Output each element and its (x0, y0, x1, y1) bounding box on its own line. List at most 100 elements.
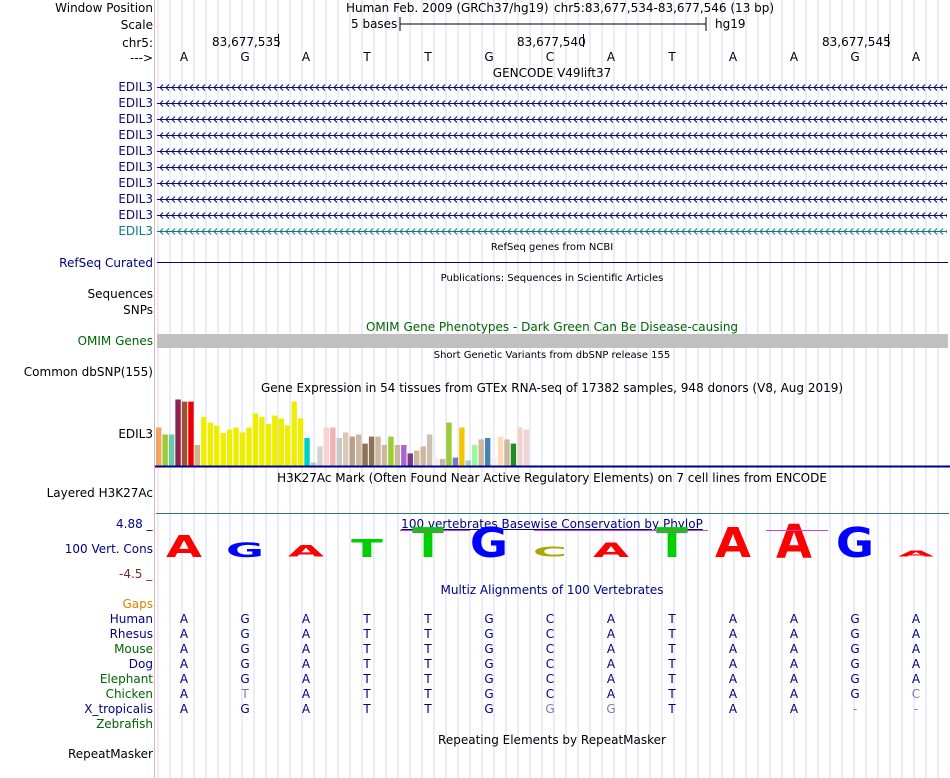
gencode-transcript-intron[interactable] (157, 99, 947, 108)
gencode-transcript-label[interactable]: EDIL3 (118, 128, 153, 142)
gencode-transcript-intron[interactable] (157, 83, 947, 92)
dbsnp-label[interactable]: Common dbSNP(155) (23, 365, 153, 379)
multiz-aligned-base: - (852, 702, 858, 716)
multiz-aligned-base: C (545, 687, 555, 701)
gencode-transcript-label[interactable]: EDIL3 (118, 144, 153, 158)
gencode-transcript-intron[interactable] (157, 147, 947, 156)
gtex-tissue-bar (504, 439, 510, 466)
phylop-base-score[interactable]: G (225, 539, 265, 562)
multiz-species-label[interactable]: Dog (128, 657, 153, 671)
multiz-aligned-base: A (789, 642, 799, 656)
sequence-base: A (179, 50, 189, 64)
omim-feature[interactable] (157, 334, 948, 348)
phylop-base-score[interactable]: C (532, 543, 568, 560)
multiz-species-label[interactable]: Elephant (99, 672, 153, 686)
gaps-label[interactable]: Gaps (122, 597, 153, 611)
phylop-label[interactable]: 100 Vert. Cons (64, 542, 153, 556)
gtex-tissue-bar (375, 436, 381, 466)
phylop-base-score[interactable]: T (351, 534, 383, 564)
phylop-base-score[interactable]: G (835, 519, 875, 568)
multiz-aligned-base: C (911, 687, 921, 701)
gtex-tissue-bar (317, 446, 323, 466)
snps-label[interactable]: SNPs (123, 303, 153, 317)
phylop-base-score[interactable]: A (776, 515, 812, 570)
gencode-transcript-label[interactable]: EDIL3 (118, 208, 153, 222)
gtex-tissue-bar (168, 434, 175, 466)
gencode-transcript-label[interactable]: EDIL3 (118, 80, 153, 94)
multiz-aligned-base: A (606, 612, 616, 626)
gtex-tissue-bar (201, 417, 207, 466)
strand-label: ---> (129, 51, 153, 65)
refseq-track-title[interactable]: RefSeq genes from NCBI (490, 242, 614, 253)
phylop-base-score[interactable]: A (288, 541, 324, 561)
multiz-aligned-base: A (911, 627, 921, 641)
gtex-track-title[interactable]: Gene Expression in 54 tissues from GTEx … (260, 381, 844, 395)
multiz-aligned-base: G (545, 702, 555, 716)
sequence-base: A (789, 50, 799, 64)
multiz-aligned-base: T (363, 687, 371, 701)
gtex-tissue-bar (259, 417, 265, 466)
sequence-base: G (850, 50, 860, 64)
gtex-tissue-bar (362, 443, 368, 466)
phylop-base-score[interactable]: A (898, 548, 934, 559)
refseq-feature[interactable] (157, 262, 948, 263)
gtex-bar-chart[interactable] (155, 394, 950, 469)
multiz-aligned-base: A (789, 672, 799, 686)
multiz-species-label[interactable]: Human (109, 612, 153, 626)
gtex-tissue-bar (233, 427, 239, 466)
gencode-transcript-label[interactable]: EDIL3 (118, 160, 153, 174)
multiz-aligned-base: T (424, 702, 432, 716)
multiz-aligned-base: G (484, 627, 494, 641)
multiz-aligned-base: A (179, 627, 189, 641)
multiz-species-label[interactable]: Zebrafish (96, 717, 153, 731)
phylop-highlight (766, 530, 828, 531)
gencode-transcript-intron[interactable] (157, 115, 947, 124)
gtex-tissue-bar (181, 401, 188, 466)
multiz-aligned-base: C (545, 657, 555, 671)
gencode-transcript-label[interactable]: EDIL3 (118, 192, 153, 206)
publications-track-title[interactable]: Publications: Sequences in Scientific Ar… (440, 273, 664, 284)
multiz-track-title[interactable]: Multiz Alignments of 100 Vertebrates (440, 583, 664, 597)
gtex-tissue-bar (285, 425, 291, 466)
gencode-transcript-label[interactable]: EDIL3 (118, 224, 153, 238)
phylop-ymin: -4.5 _ (119, 567, 153, 581)
gencode-transcript-intron[interactable] (157, 179, 947, 188)
gencode-transcript-intron[interactable] (157, 211, 947, 220)
h3k27ac-label[interactable]: Layered H3K27Ac (46, 486, 153, 500)
gencode-transcript-intron[interactable] (157, 195, 947, 204)
sequence-base: G (484, 50, 494, 64)
gencode-transcript-intron[interactable] (157, 163, 947, 172)
gencode-transcript-label[interactable]: EDIL3 (118, 96, 153, 110)
ruler-tick (888, 34, 889, 47)
phylop-track-title[interactable]: 100 vertebrates Basewise Conservation by… (401, 517, 703, 531)
omim-label[interactable]: OMIM Genes (77, 334, 153, 348)
multiz-aligned-base: G (484, 612, 494, 626)
refseq-label[interactable]: RefSeq Curated (59, 256, 153, 270)
h3k27ac-track-title[interactable]: H3K27Ac Mark (Often Found Near Active Re… (277, 471, 827, 485)
multiz-aligned-base: A (728, 612, 738, 626)
repeatmasker-track-title[interactable]: Repeating Elements by RepeatMasker (438, 733, 666, 747)
multiz-species-label[interactable]: Chicken (105, 687, 153, 701)
gtex-tissue-bar (452, 457, 459, 466)
phylop-base-score[interactable]: A (593, 539, 629, 562)
gencode-transcript-label[interactable]: EDIL3 (118, 112, 153, 126)
multiz-species-label[interactable]: X_tropicalis (84, 702, 153, 716)
position-range[interactable]: chr5:83,677,534-83,677,546 (13 bp) (554, 1, 775, 15)
gencode-track-title[interactable]: GENCODE V49lift37 (492, 66, 612, 80)
omim-track-title[interactable]: OMIM Gene Phenotypes - Dark Green Can Be… (365, 320, 739, 334)
multiz-aligned-base: G (850, 642, 860, 656)
gencode-transcript-label[interactable]: EDIL3 (118, 176, 153, 190)
dbsnp-track-title[interactable]: Short Genetic Variants from dbSNP releas… (433, 350, 671, 361)
sequence-base: C (545, 50, 555, 64)
gencode-transcript-intron[interactable] (157, 227, 947, 236)
multiz-aligned-base: T (424, 657, 432, 671)
publications-label[interactable]: Sequences (87, 287, 153, 301)
gtex-tissue-bar (510, 443, 517, 466)
gtex-label[interactable]: EDIL3 (118, 427, 153, 441)
repeatmasker-label[interactable]: RepeatMasker (67, 747, 153, 761)
gtex-tissue-bar (349, 436, 355, 466)
gencode-transcript-intron[interactable] (157, 131, 947, 140)
multiz-species-label[interactable]: Rhesus (109, 627, 153, 641)
sequence-base: G (240, 50, 250, 64)
multiz-species-label[interactable]: Mouse (114, 642, 153, 656)
